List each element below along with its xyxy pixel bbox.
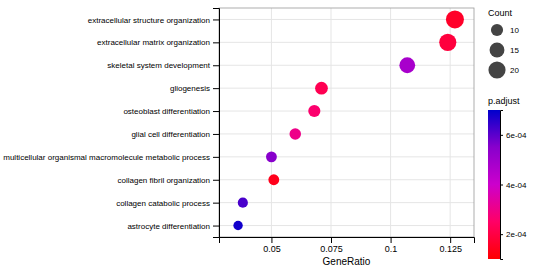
grid-line-y <box>219 225 474 226</box>
size-legend-label: 10 <box>510 26 519 35</box>
y-tick-mark <box>213 203 219 204</box>
y-tick-mark <box>213 88 219 89</box>
chart: 0.05 0.075 0.1 0.125 extracellular structure… <box>0 0 554 269</box>
colorbar-axis: 6e-04 4e-04 2e-04 <box>500 111 527 260</box>
x-axis: 0.05 0.075 0.1 0.125 <box>220 237 475 254</box>
point <box>233 221 242 230</box>
y-tick: astrocyte differentiation <box>127 222 219 231</box>
y-tick-label: gliogenesis <box>170 84 210 93</box>
size-legend-marker <box>490 43 505 58</box>
y-tick: glial cell differentiation <box>131 130 219 139</box>
y-tick: multicellular organismal macromolecule m… <box>3 153 219 162</box>
x-tick: 0.125 <box>439 237 462 254</box>
colorbar-tick-label: 6e-04 <box>506 131 527 140</box>
x-tick: 0.1 <box>385 237 398 254</box>
colorbar-tick-mark <box>500 185 503 186</box>
grid-line-y <box>219 19 474 20</box>
y-tick-mark <box>213 226 219 227</box>
y-tick: skeletal system development <box>107 61 219 70</box>
colorbar-tick: 2e-04 <box>500 230 527 239</box>
grid-line-y <box>219 65 474 66</box>
x-tick-label: 0.05 <box>263 244 281 254</box>
x-tick: 0.075 <box>320 237 343 254</box>
grid-line-y <box>219 179 474 180</box>
y-axis: extracellular structure organization extr… <box>3 9 219 238</box>
y-tick-mark <box>213 134 219 135</box>
y-tick: extracellular structure organization <box>88 16 219 25</box>
colorbar-tick-label: 4e-04 <box>506 181 527 190</box>
colorbar-tick: 6e-04 <box>500 131 527 140</box>
y-tick-label: collagen fibril organization <box>118 176 211 185</box>
grid-line-y <box>219 133 474 134</box>
colorbar: p.adjust 6e-04 4e-04 2e-04 <box>488 96 527 260</box>
x-tick-mark <box>391 237 392 243</box>
point <box>439 34 456 51</box>
grid <box>219 8 474 237</box>
colorbar-tick-label: 2e-04 <box>506 230 527 239</box>
plot: 0.05 0.075 0.1 0.125 extracellular structure… <box>3 8 474 254</box>
x-tick-label: 0.125 <box>439 244 462 254</box>
x-tick: 0.05 <box>263 237 281 254</box>
y-tick: collagen catabolic process <box>116 199 219 208</box>
y-tick-label: extracellular matrix organization <box>97 38 210 47</box>
y-tick-label: extracellular structure organization <box>88 16 210 25</box>
point <box>268 174 279 185</box>
y-tick-mark <box>213 42 219 43</box>
y-axis-line <box>213 9 220 238</box>
point <box>446 10 464 28</box>
x-tick-label: 0.1 <box>385 244 398 254</box>
points <box>233 10 464 230</box>
colorbar-gradient <box>488 110 500 259</box>
y-tick-label: osteoblast differentiation <box>123 107 210 116</box>
colorbar-tick-mark <box>500 234 503 235</box>
y-tick-mark <box>213 111 219 112</box>
y-tick: osteoblast differentiation <box>123 107 219 116</box>
x-tick-mark <box>450 237 451 243</box>
x-tick-label: 0.075 <box>320 244 343 254</box>
colorbar-tick-mark <box>500 135 503 136</box>
y-tick: extracellular matrix organization <box>97 38 219 47</box>
point <box>290 128 302 140</box>
y-tick-label: multicellular organismal macromolecule m… <box>3 153 210 162</box>
point <box>399 57 415 73</box>
y-tick-mark <box>213 180 219 181</box>
size-legend: Count 10 15 20 <box>488 8 519 79</box>
grid-line-y <box>219 111 474 112</box>
x-axis-line <box>220 238 475 244</box>
point <box>266 151 277 162</box>
y-tick-label: skeletal system development <box>107 61 210 70</box>
y-tick-label: glial cell differentiation <box>131 130 210 139</box>
grid-line-y <box>219 42 474 43</box>
x-tick-mark <box>331 237 332 243</box>
x-axis-title: GeneRatio <box>323 256 371 267</box>
colorbar-title: p.adjust <box>488 96 520 106</box>
x-tick-mark <box>271 237 272 243</box>
y-tick-mark <box>213 157 219 158</box>
point <box>308 105 320 117</box>
y-tick: gliogenesis <box>170 84 219 93</box>
size-legend-label: 15 <box>510 46 519 55</box>
size-legend-marker <box>488 61 505 78</box>
y-tick-label: collagen catabolic process <box>116 199 210 208</box>
y-tick-mark <box>213 65 219 66</box>
point <box>238 198 248 208</box>
colorbar-axis-line <box>501 111 504 260</box>
point <box>315 82 328 95</box>
grid-line-y <box>219 202 474 203</box>
y-tick-mark <box>213 19 219 20</box>
grid-line-y <box>219 88 474 89</box>
size-legend-label: 20 <box>510 66 519 75</box>
y-tick: collagen fibril organization <box>118 176 220 185</box>
size-legend-marker <box>491 24 503 36</box>
grid-line-y <box>219 156 474 157</box>
colorbar-tick: 4e-04 <box>500 181 527 190</box>
size-legend-title: Count <box>488 8 513 18</box>
y-tick-label: astrocyte differentiation <box>127 222 210 231</box>
plot-frame <box>219 8 474 237</box>
